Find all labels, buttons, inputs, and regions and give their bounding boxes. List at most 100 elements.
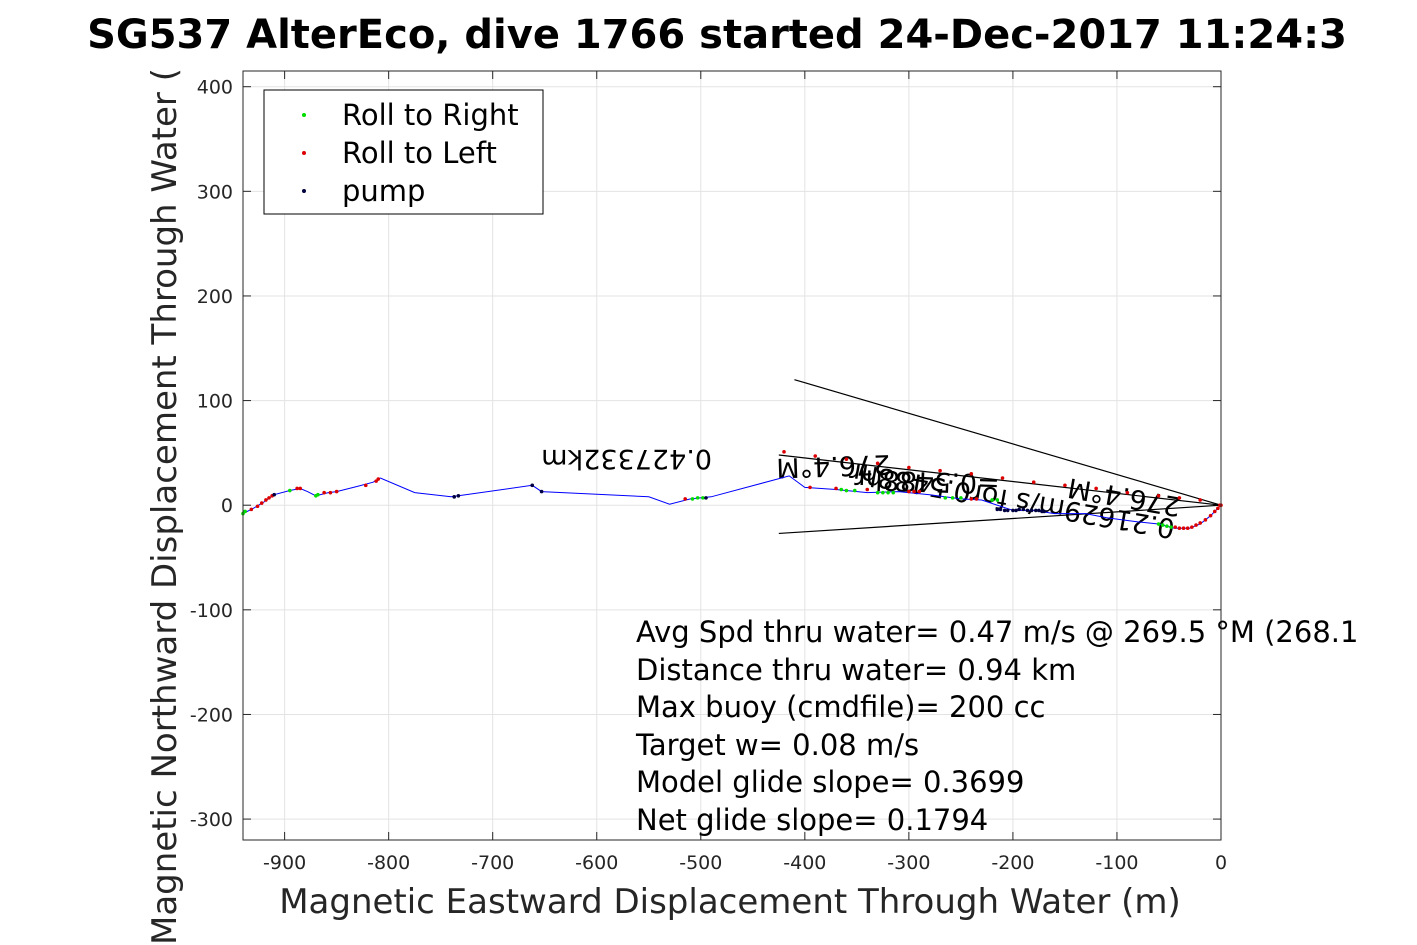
roll-left-point xyxy=(907,489,911,494)
roll-right-point xyxy=(852,488,857,493)
legend-marker-roll-left xyxy=(302,151,306,155)
roll-right-point xyxy=(839,487,844,492)
roll-left-point xyxy=(1185,526,1190,531)
stat-distance: Distance thru water= 0.94 km xyxy=(636,653,1076,687)
y-axis-label: Magnetic Northward Displacement Through … xyxy=(145,68,185,945)
pump-point xyxy=(456,493,461,498)
dive-stats: Avg Spd thru water= 0.47 m/s @ 269.5 °M … xyxy=(635,615,1358,837)
roll-left-point xyxy=(1177,496,1182,500)
pump-point xyxy=(1037,508,1041,513)
x-tick-label: -200 xyxy=(991,852,1034,874)
x-tick-label: -600 xyxy=(575,852,618,874)
roll-left-point xyxy=(974,497,979,501)
roll-left-point xyxy=(912,489,916,494)
roll-right-point xyxy=(695,496,700,500)
pump-point xyxy=(1042,509,1046,514)
roll-right-point xyxy=(886,490,890,495)
roll-right-point xyxy=(844,488,849,493)
roll-left-point xyxy=(938,468,942,473)
roll-left-point xyxy=(1063,483,1067,488)
y-tick-label: -200 xyxy=(190,704,233,726)
annotation-heading-1: 276.4°M xyxy=(776,448,891,483)
legend-label-roll-left: Roll to Left xyxy=(342,136,497,170)
x-tick-label: -700 xyxy=(471,852,514,874)
roll-left-point xyxy=(328,490,333,495)
roll-left-point xyxy=(1208,513,1213,518)
roll-left-point xyxy=(782,450,786,454)
roll-left-point xyxy=(1216,506,1220,511)
pump-point xyxy=(530,483,535,488)
roll-left-point xyxy=(1156,493,1161,498)
roll-left-point xyxy=(834,486,838,491)
stat-model-glide: Model glide slope= 0.3699 xyxy=(636,765,1024,799)
legend: Roll to Right Roll to Left pump xyxy=(263,89,544,215)
roll-left-point xyxy=(259,501,264,505)
x-tick-labels: -900 -800 -700 -600 -500 -400 -300 -200 -100 0 xyxy=(263,852,1227,874)
y-tick-label: -300 xyxy=(190,809,233,831)
x-tick-label: -500 xyxy=(679,852,722,874)
roll-left-point xyxy=(865,487,870,492)
roll-left-point xyxy=(295,486,299,491)
roll-left-point xyxy=(1203,518,1208,522)
roll-left-point xyxy=(813,454,818,458)
roll-left-point xyxy=(683,497,687,501)
y-tick-label: 400 xyxy=(197,77,233,99)
stat-avg-speed: Avg Spd thru water= 0.47 m/s @ 269.5 °M … xyxy=(636,615,1358,649)
roll-left-point xyxy=(1125,490,1130,495)
roll-right-point xyxy=(690,497,695,501)
roll-right-point xyxy=(316,492,320,497)
y-tick-labels: 400 300 200 100 0 -100 -200 -300 xyxy=(190,77,233,831)
x-tick-label: -300 xyxy=(887,852,930,874)
y-tick-label: 200 xyxy=(197,286,233,308)
pump-point xyxy=(1002,508,1007,513)
vector-line xyxy=(794,379,1222,506)
x-tick-label: 0 xyxy=(1215,852,1227,874)
scatter-marks xyxy=(241,450,1223,531)
roll-left-point xyxy=(844,457,849,461)
roll-left-point xyxy=(1181,526,1186,531)
roll-left-point xyxy=(907,465,911,470)
stat-max-buoy: Max buoy (cmdfile)= 200 cc xyxy=(636,690,1045,724)
pump-point xyxy=(1025,508,1030,513)
vector-lines xyxy=(778,379,1222,535)
legend-label-roll-right: Roll to Right xyxy=(342,98,519,132)
x-tick-label: -800 xyxy=(367,852,410,874)
annotation-distance: 0.427332km xyxy=(541,443,712,474)
roll-left-point xyxy=(249,507,254,512)
roll-left-point xyxy=(917,489,922,494)
roll-left-point xyxy=(1177,526,1182,531)
roll-right-point xyxy=(990,498,994,502)
pump-point xyxy=(539,489,544,494)
roll-left-point xyxy=(969,497,974,501)
roll-left-point xyxy=(1000,476,1005,480)
x-axis-label: Magnetic Eastward Displacement Through W… xyxy=(279,882,1181,922)
roll-left-point xyxy=(969,472,974,476)
roll-right-point xyxy=(243,509,247,514)
x-tick-label: -900 xyxy=(263,852,306,874)
legend-marker-roll-right xyxy=(302,113,306,117)
pump-point xyxy=(1029,508,1034,513)
vector-line xyxy=(778,454,1222,506)
roll-left-point xyxy=(1198,498,1202,502)
stat-net-glide: Net glide slope= 0.1794 xyxy=(636,803,988,837)
pump-point xyxy=(704,496,708,500)
y-tick-label: -100 xyxy=(190,600,233,622)
roll-left-point xyxy=(1031,480,1036,484)
roll-left-point xyxy=(1173,525,1178,529)
roll-right-point xyxy=(288,488,292,493)
vector-line xyxy=(778,504,1222,535)
roll-right-point xyxy=(950,496,955,500)
roll-right-point xyxy=(891,490,896,495)
y-tick-label: 300 xyxy=(197,181,233,203)
roll-right-point xyxy=(959,496,963,500)
roll-right-point xyxy=(1169,525,1173,529)
pump-point xyxy=(1014,508,1018,513)
roll-right-point xyxy=(943,496,948,500)
roll-right-point xyxy=(1160,523,1165,527)
pump-point xyxy=(1021,507,1026,512)
roll-right-point xyxy=(881,490,885,495)
roll-right-point xyxy=(701,496,705,500)
roll-left-point xyxy=(298,486,303,491)
legend-label-pump: pump xyxy=(342,174,425,208)
